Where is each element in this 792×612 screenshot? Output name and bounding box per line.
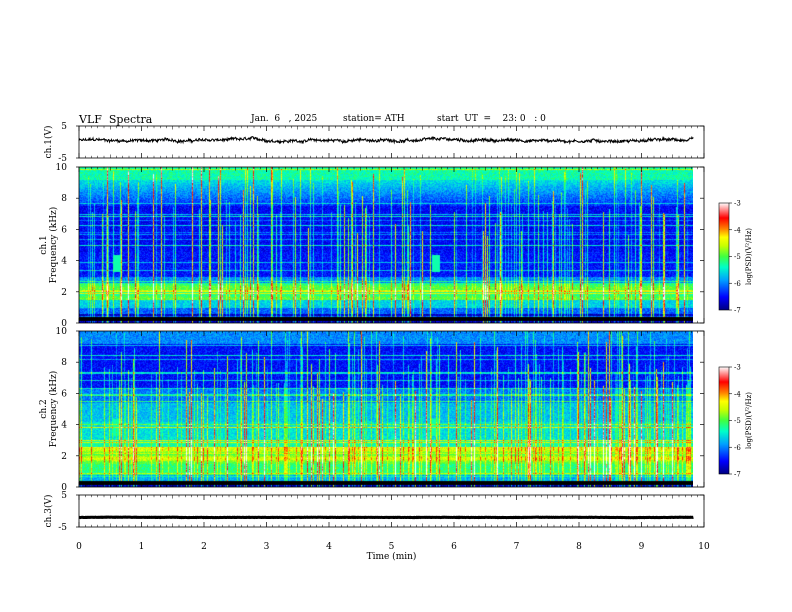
x-tick-label: 9 bbox=[639, 542, 645, 552]
colorbar-tick-label: -4 bbox=[734, 226, 741, 234]
y-tick-label: -5 bbox=[58, 523, 67, 533]
colorbar-label: log(PSD)(V²/Hz) bbox=[745, 228, 753, 285]
chart-title: VLF Spectra bbox=[79, 113, 153, 126]
y-axis-label: Frequency (kHz) bbox=[48, 371, 59, 448]
colorbar-1 bbox=[718, 202, 730, 311]
y-tick-label: 4 bbox=[61, 421, 67, 431]
y-tick-label: 8 bbox=[61, 194, 67, 204]
y-axis-label: ch.1(V) bbox=[43, 126, 54, 159]
colorbar-tick-label: -5 bbox=[734, 253, 741, 261]
colorbar-tick-label: -7 bbox=[734, 471, 741, 479]
y-tick-label: 2 bbox=[61, 288, 67, 298]
colorbar-tick-label: -7 bbox=[734, 307, 741, 315]
x-tick-label: 1 bbox=[139, 542, 145, 552]
y-tick-label: 4 bbox=[61, 257, 67, 267]
ch2-spectrogram-image bbox=[79, 331, 693, 487]
x-tick-label: 10 bbox=[698, 542, 710, 552]
y-tick-label: 10 bbox=[56, 163, 68, 173]
x-tick-label: 3 bbox=[264, 542, 270, 552]
x-axis-label: Time (min) bbox=[367, 551, 417, 562]
x-tick-label: 8 bbox=[576, 542, 582, 552]
date-label: Jan. 6 , 2025 bbox=[251, 114, 318, 124]
ch1-spectrogram-image bbox=[79, 167, 693, 323]
y-axis-label: ch.3(V) bbox=[43, 495, 54, 528]
y-axis-label: ch.2 bbox=[39, 399, 49, 418]
y-tick-label: 6 bbox=[61, 389, 67, 399]
y-tick-label: 8 bbox=[61, 358, 67, 368]
colorbar-label: log(PSD)(V²/Hz) bbox=[745, 392, 753, 449]
x-tick-label: 4 bbox=[326, 542, 332, 552]
colorbar-tick-label: -4 bbox=[734, 390, 741, 398]
colorbar-tick-label: -3 bbox=[734, 364, 741, 372]
colorbar-tick-label: -5 bbox=[734, 417, 741, 425]
colorbar-tick-label: -3 bbox=[734, 200, 741, 208]
ch1-waveform-line bbox=[78, 135, 694, 145]
y-tick-label: -5 bbox=[58, 154, 67, 164]
x-tick-label: 0 bbox=[76, 542, 82, 552]
y-tick-label: 0 bbox=[61, 483, 67, 493]
y-tick-label: 0 bbox=[61, 319, 67, 329]
y-tick-label: 10 bbox=[56, 327, 68, 337]
colorbar-tick-label: -6 bbox=[734, 444, 741, 452]
colorbar-tick-label: -6 bbox=[734, 280, 741, 288]
x-tick-label: 5 bbox=[389, 542, 395, 552]
y-axis-label: Frequency (kHz) bbox=[48, 207, 59, 284]
start-time-label: start UT = 23: 0 : 0 bbox=[437, 114, 546, 124]
x-tick-label: 7 bbox=[514, 542, 520, 552]
y-tick-label: 5 bbox=[61, 122, 67, 132]
x-tick-label: 6 bbox=[451, 542, 457, 552]
y-tick-label: 6 bbox=[61, 225, 67, 235]
y-tick-label: 2 bbox=[61, 452, 67, 462]
station-label: station= ATH bbox=[343, 114, 405, 124]
y-axis-label: ch.1 bbox=[39, 235, 49, 254]
colorbar-2 bbox=[718, 366, 730, 475]
x-tick-label: 2 bbox=[201, 542, 207, 552]
ch3-waveform-line bbox=[78, 515, 694, 520]
y-tick-label: 5 bbox=[61, 491, 67, 501]
